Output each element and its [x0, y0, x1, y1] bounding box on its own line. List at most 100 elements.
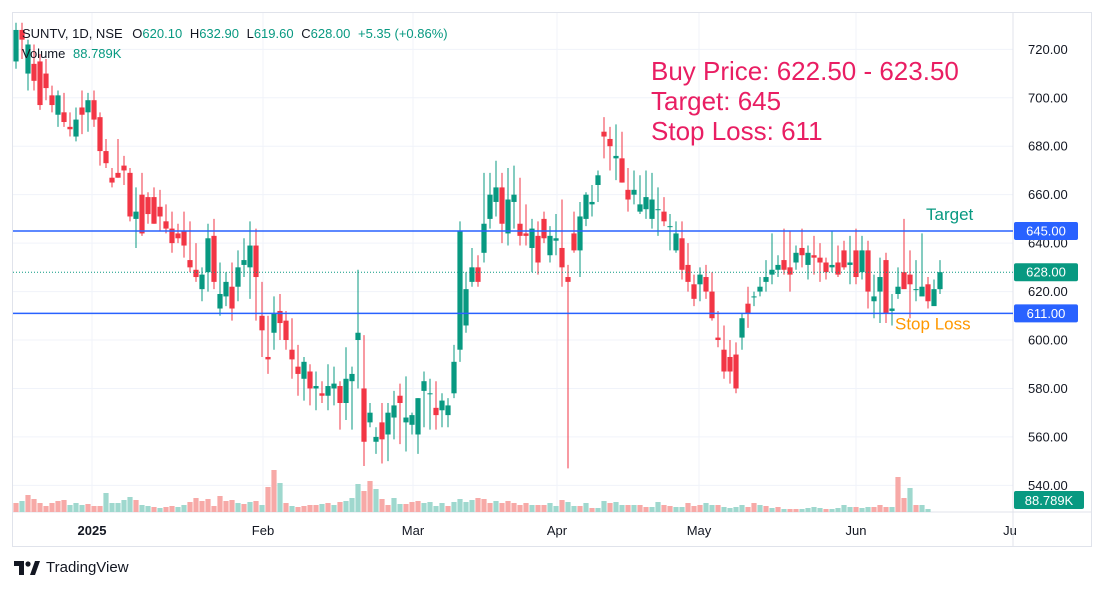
candle-body [811, 255, 817, 258]
volume-bar [829, 509, 835, 512]
volume-bar [349, 498, 355, 512]
candle-body [349, 373, 355, 382]
symbol-label[interactable]: SUNTV, 1D, NSE [22, 26, 123, 41]
volume-bar [805, 508, 811, 512]
candle-body [397, 395, 403, 403]
candle-body [277, 310, 283, 324]
candle-body [85, 100, 91, 113]
candle-body [721, 349, 727, 372]
candle-body [199, 274, 205, 290]
candle-body [493, 187, 499, 202]
volume-bar [601, 501, 607, 512]
candle-body [271, 313, 277, 333]
open-value: 620.10 [142, 26, 183, 41]
candle-body [49, 95, 55, 106]
tradingview-logo-icon [14, 560, 40, 575]
candle-body [817, 257, 823, 263]
candle-body [385, 412, 391, 435]
volume-bar [637, 505, 643, 512]
volume-bar [799, 509, 805, 512]
volume-bar [73, 503, 79, 512]
volume-bar [211, 506, 217, 512]
candle-body [361, 388, 367, 442]
volume-bar [919, 505, 925, 512]
volume-bar [151, 507, 157, 512]
candle-body [709, 291, 715, 319]
candle-body [637, 204, 643, 212]
volume-bar [565, 502, 571, 512]
candle-body [553, 238, 559, 241]
volume-bar [421, 503, 427, 512]
candle-body [73, 119, 79, 137]
volume-bar [793, 509, 799, 512]
candle-body [847, 262, 853, 265]
volume-badge-label: 88.789K [1025, 493, 1074, 508]
volume-badge [1014, 491, 1084, 509]
price-tick-label: 660.00 [1028, 187, 1068, 202]
candle-body [823, 262, 829, 273]
volume-bar [379, 499, 385, 512]
volume-bar [595, 508, 601, 512]
volume-bar [715, 505, 721, 512]
volume-bar [139, 505, 145, 512]
candle-body [733, 354, 739, 389]
candle-body [703, 277, 709, 292]
close-value: 628.00 [310, 26, 351, 41]
volume-bar [553, 506, 559, 512]
volume-bar [691, 506, 697, 512]
volume-bar [457, 499, 463, 512]
volume-bar [115, 503, 121, 512]
volume-bar [235, 503, 241, 512]
candle-body [889, 308, 895, 311]
price-tick-label: 580.00 [1028, 381, 1068, 396]
tradingview-brand[interactable]: TradingView [14, 559, 129, 576]
candle-body [565, 277, 571, 282]
candle-body [931, 289, 937, 307]
change-value: +5.35 (+0.86%) [358, 26, 448, 41]
volume-bar [391, 498, 397, 512]
candle-body [835, 262, 841, 275]
chart-frame[interactable] [12, 12, 1092, 547]
time-tick-label: Ju [1003, 523, 1017, 538]
volume-label[interactable]: Volume [22, 46, 66, 61]
candle-body [403, 417, 409, 423]
volume-bar [547, 503, 553, 512]
candle-body [67, 126, 73, 130]
candle-body [55, 95, 61, 115]
volume-bar [307, 505, 313, 512]
volume-bar [667, 506, 673, 512]
close-label: C [301, 26, 311, 41]
candle-body [589, 201, 595, 205]
volume-bar [823, 509, 829, 512]
volume-bar [133, 500, 139, 512]
candle-body [379, 422, 385, 440]
time-tick-label: Jun [846, 523, 867, 538]
volume-bar [655, 502, 661, 512]
candle-body [163, 221, 169, 229]
volume-bar [619, 505, 625, 512]
volume-bar [259, 505, 265, 512]
candle-body [667, 226, 673, 228]
candle-body [313, 386, 319, 389]
volume-bar [505, 501, 511, 512]
volume-bar [181, 505, 187, 512]
low-value: 619.60 [253, 26, 294, 41]
volume-bar [841, 505, 847, 512]
volume-bar [403, 504, 409, 512]
candle-body [391, 405, 397, 418]
candle-body [739, 318, 745, 338]
volume-bar [199, 501, 205, 512]
candle-body [583, 194, 589, 219]
ohlc-row: SUNTV, 1D, NSE O620.10 H632.90 L619.60 C… [22, 24, 448, 44]
volume-bar [661, 505, 667, 512]
buy-price-text: Buy Price: 622.50 - 623.50 [651, 56, 959, 86]
candle-body [409, 415, 415, 425]
volume-bar [481, 499, 487, 512]
volume-bar [109, 503, 115, 512]
candle-body [109, 177, 115, 183]
candle-body [937, 272, 943, 290]
volume-bar [373, 489, 379, 512]
volume-bar [499, 503, 505, 512]
candle-body [97, 117, 103, 152]
